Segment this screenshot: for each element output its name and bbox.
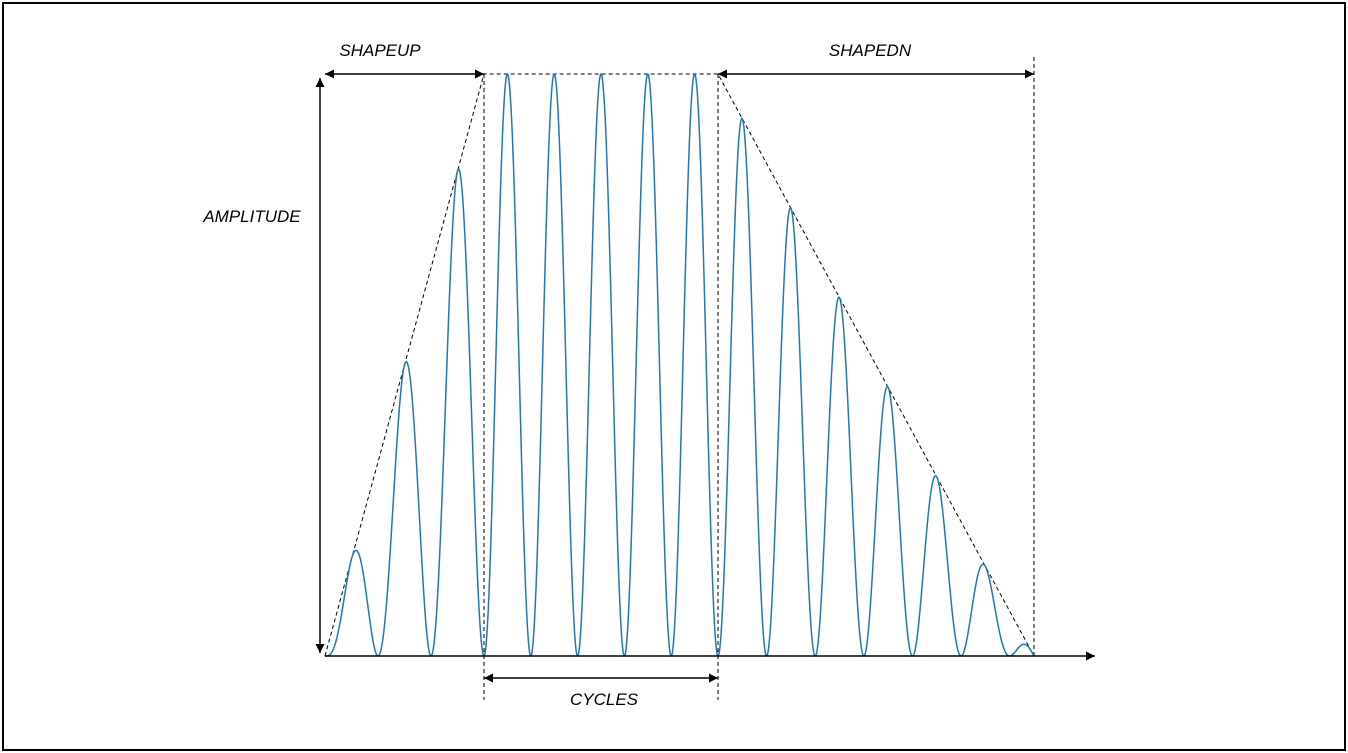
sine-burst-waveform (325, 73, 1035, 657)
amplitude-label: AMPLITUDE (202, 207, 301, 226)
shapeup-label: SHAPEUP (339, 41, 421, 60)
shapedn-label: SHAPEDN (829, 41, 912, 60)
cycles-label: CYCLES (570, 690, 639, 709)
